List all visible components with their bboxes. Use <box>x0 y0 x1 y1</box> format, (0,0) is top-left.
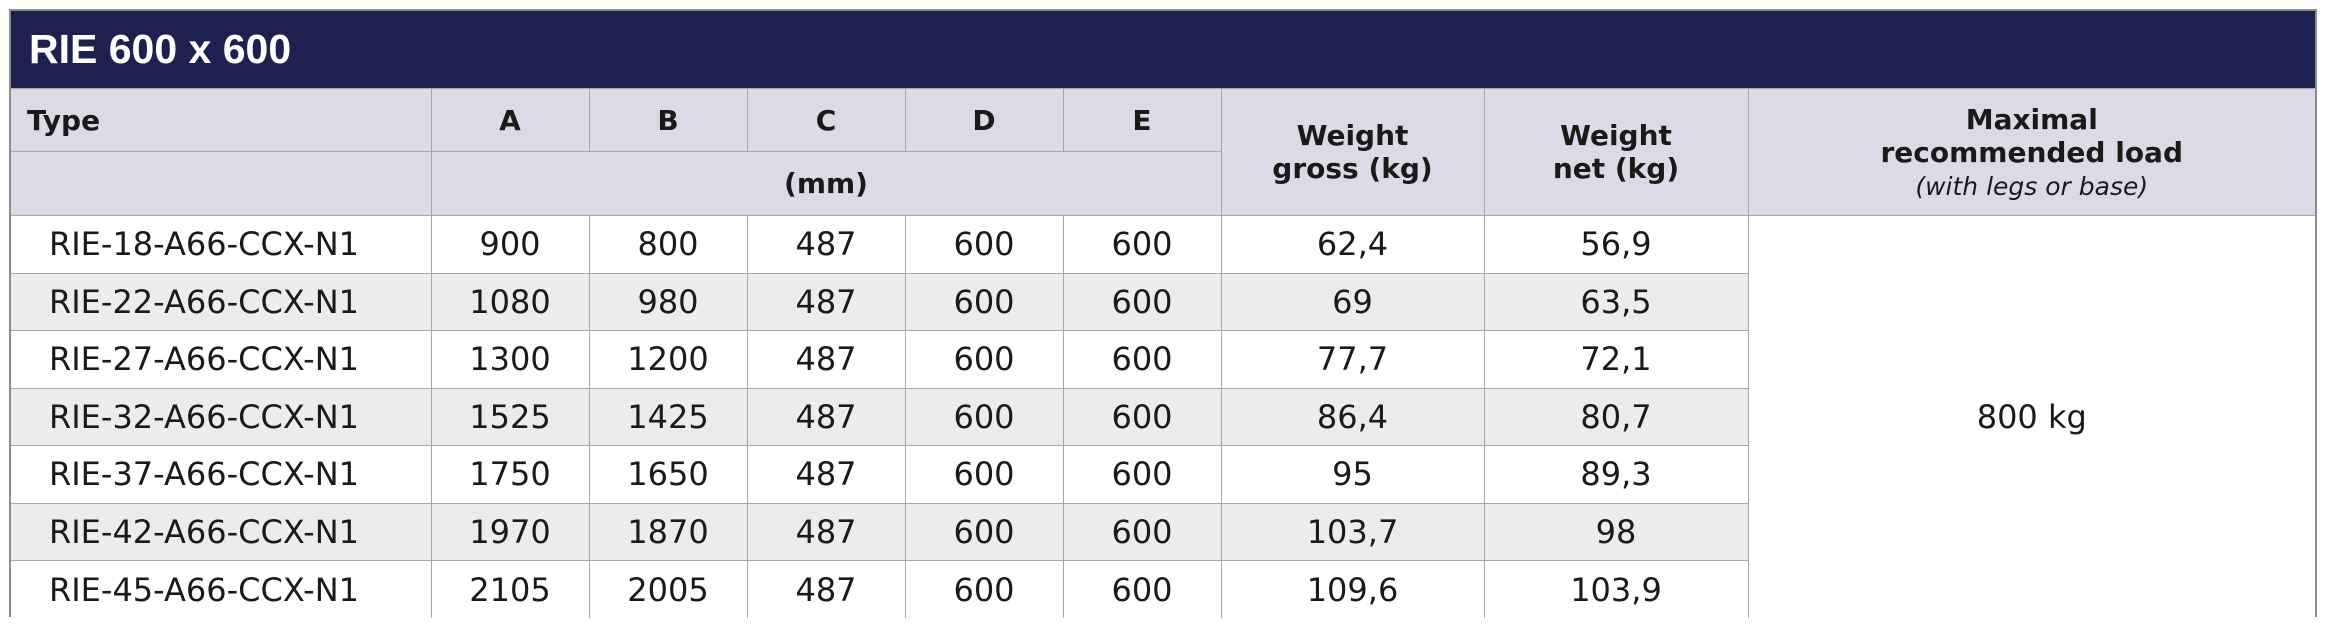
header-max-load-line1: Maximal <box>1965 102 2098 136</box>
cell-weight-gross: 86,4 <box>1220 387 1485 446</box>
header-col-b: B <box>588 88 748 152</box>
header-weight-net-line1: Weight <box>1560 119 1672 152</box>
cell-a: 1970 <box>430 502 590 561</box>
cell-b: 2005 <box>588 560 748 618</box>
header-weight-gross-line1: Weight <box>1296 119 1409 152</box>
spec-table-frame: RIE 600 x 600 Type A B C D E Weight <box>9 9 2317 618</box>
cell-b: 800 <box>588 215 748 274</box>
cell-weight-gross: 103,7 <box>1220 502 1485 561</box>
cell-b: 1425 <box>588 387 748 446</box>
cell-d: 600 <box>904 445 1064 504</box>
header-weight-gross-line2: gross (kg) <box>1272 152 1433 185</box>
header-weight-gross: Weight gross (kg) <box>1220 88 1485 216</box>
cell-weight-net: 98 <box>1483 502 1748 561</box>
table-title: RIE 600 x 600 <box>11 11 2315 88</box>
cell-a: 1080 <box>430 272 590 331</box>
cell-e: 600 <box>1062 215 1222 274</box>
table-header: Type A B C D E Weight gross (kg) Weight … <box>11 88 2315 216</box>
table-row: RIE-27-A66-CCX-N1 1300 1200 487 600 600 77,7 72… <box>11 330 2315 389</box>
cell-d: 600 <box>904 560 1064 618</box>
table-row: RIE-42-A66-CCX-N1 1970 1870 487 600 600 103,7 9… <box>11 502 2315 561</box>
table-body: RIE-18-A66-CCX-N1 900 800 487 600 600 62,4 56,9… <box>11 215 2315 618</box>
table-row: RIE-22-A66-CCX-N1 1080 980 487 600 600 69 63,5 <box>11 272 2315 331</box>
table-row: RIE-18-A66-CCX-N1 900 800 487 600 600 62,4 56,9… <box>11 215 2315 618</box>
cell-e: 600 <box>1062 330 1222 389</box>
cell-c: 487 <box>746 330 906 389</box>
cell-weight-net: 103,9 <box>1483 560 1748 618</box>
header-col-d: D <box>904 88 1064 152</box>
cell-max-load: 800 kg <box>1747 215 2315 618</box>
cell-c: 487 <box>746 272 906 331</box>
header-col-e: E <box>1062 88 1222 152</box>
cell-d: 600 <box>904 330 1064 389</box>
cell-type: RIE-27-A66-CCX-N1 <box>11 330 432 389</box>
cell-weight-net: 63,5 <box>1483 272 1748 331</box>
cell-weight-gross: 95 <box>1220 445 1485 504</box>
cell-type: RIE-22-A66-CCX-N1 <box>11 272 432 331</box>
cell-c: 487 <box>746 502 906 561</box>
cell-a: 1300 <box>430 330 590 389</box>
header-unit-mm: (mm) <box>430 151 1221 216</box>
cell-a: 900 <box>430 215 590 274</box>
cell-weight-gross: 77,7 <box>1220 330 1485 389</box>
cell-type: RIE-45-A66-CCX-N1 <box>11 560 432 618</box>
cell-b: 1200 <box>588 330 748 389</box>
cell-weight-gross: 69 <box>1220 272 1485 331</box>
cell-e: 600 <box>1062 560 1222 618</box>
cell-e: 600 <box>1062 502 1222 561</box>
cell-d: 600 <box>904 387 1064 446</box>
header-col-a: A <box>430 88 590 152</box>
cell-type: RIE-18-A66-CCX-N1 <box>11 215 432 274</box>
cell-a: 2105 <box>430 560 590 618</box>
cell-d: 600 <box>904 215 1064 274</box>
cell-b: 980 <box>588 272 748 331</box>
cell-b: 1870 <box>588 502 748 561</box>
cell-type: RIE-32-A66-CCX-N1 <box>11 387 432 446</box>
cell-e: 600 <box>1062 445 1222 504</box>
cell-weight-gross: 109,6 <box>1220 560 1485 618</box>
cell-b: 1650 <box>588 445 748 504</box>
cell-type: RIE-37-A66-CCX-N1 <box>11 445 432 504</box>
header-weight-net: Weight net (kg) <box>1483 88 1749 216</box>
cell-c: 487 <box>746 445 906 504</box>
header-max-load: Maximal recommended load (with legs or b… <box>1747 88 2315 216</box>
cell-a: 1750 <box>430 445 590 504</box>
cell-weight-net: 56,9 <box>1483 215 1749 274</box>
spec-table: Type A B C D E Weight gross (kg) Weight … <box>11 88 2315 618</box>
cell-weight-net: 89,3 <box>1483 445 1748 504</box>
cell-c: 487 <box>746 560 906 618</box>
cell-weight-net: 80,7 <box>1483 387 1748 446</box>
cell-e: 600 <box>1062 272 1222 331</box>
table-row: RIE-45-A66-CCX-N1 2105 2005 487 600 600 109,6 1… <box>11 560 2315 618</box>
cell-c: 487 <box>746 387 906 446</box>
header-type: Type <box>11 88 432 152</box>
header-type-blank <box>11 151 432 216</box>
cell-weight-gross: 62,4 <box>1220 215 1485 274</box>
header-max-load-line2: recommended load <box>1880 135 2183 169</box>
cell-e: 600 <box>1062 387 1222 446</box>
table-row: RIE-37-A66-CCX-N1 1750 1650 487 600 600 95 89,3 <box>11 445 2315 504</box>
header-col-c: C <box>746 88 906 152</box>
cell-c: 487 <box>746 215 906 274</box>
cell-type: RIE-42-A66-CCX-N1 <box>11 502 432 561</box>
cell-d: 600 <box>904 502 1064 561</box>
header-max-load-line3: (with legs or base) <box>1915 171 2149 201</box>
cell-weight-net: 72,1 <box>1483 330 1748 389</box>
cell-a: 1525 <box>430 387 590 446</box>
cell-d: 600 <box>904 272 1064 331</box>
header-weight-net-line2: net (kg) <box>1552 152 1680 185</box>
